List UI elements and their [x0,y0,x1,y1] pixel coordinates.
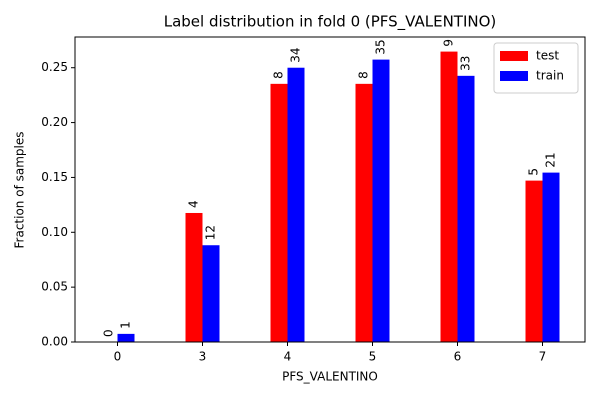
bar-count-label: 35 [374,39,388,54]
bar-count-label: 33 [459,56,473,71]
bar [355,83,373,343]
bar-count-label: 8 [357,71,371,79]
y-tick-label: 0.25 [41,60,68,74]
y-tick-label: 0.15 [41,170,68,184]
bar [525,180,543,342]
bar-count-label: 12 [204,225,218,240]
x-tick-label: 4 [284,350,292,364]
x-tick-label: 0 [114,350,122,364]
bar-count-label: 0 [102,329,116,337]
bar [202,245,220,342]
legend-swatch [500,71,528,81]
y-tick-label: 0.05 [41,280,68,294]
bar-count-label: 8 [272,71,286,79]
legend-label: train [536,69,564,83]
x-tick-label: 3 [199,350,207,364]
x-tick-label: 5 [369,350,377,364]
chart-title: Label distribution in fold 0 (PFS_VALENT… [164,13,497,32]
bar [185,212,203,342]
bar-count-label: 5 [527,168,541,176]
y-tick-label: 0.10 [41,225,68,239]
bar [542,172,560,342]
bar [287,67,305,342]
y-axis-label: Fraction of samples [13,132,27,249]
legend-swatch [500,51,528,61]
bar [372,59,390,343]
legend-label: test [536,49,559,63]
plot-frame [74,36,586,343]
bar [117,333,135,342]
bar-count-label: 34 [289,47,303,62]
y-tick-label: 0.00 [41,335,68,349]
x-axis-label: PFS_VALENTINO [282,370,378,384]
y-tick-label: 0.20 [41,115,68,129]
x-tick-label: 6 [454,350,462,364]
bar [440,51,458,342]
bar-count-label: 21 [544,152,558,167]
x-tick-label: 7 [539,350,547,364]
bar [457,75,475,342]
bar-count-label: 4 [187,200,201,208]
bar-count-label: 1 [119,321,133,329]
bar [270,83,288,343]
bar-count-label: 9 [442,39,456,47]
